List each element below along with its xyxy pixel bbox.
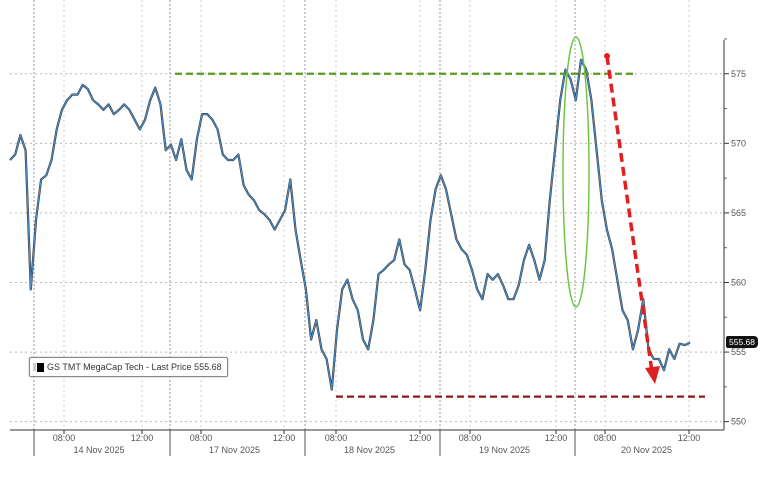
last-price-badge: 555.68 — [726, 336, 758, 348]
x-date-label: 20 Nov 2025 — [621, 445, 672, 455]
y-tick-label: 555 — [731, 347, 746, 357]
down-arrow-head — [645, 366, 660, 384]
y-tick-label: 565 — [731, 208, 746, 218]
x-tick-label: 08:00 — [459, 433, 482, 443]
legend-label: GS TMT MegaCap Tech - Last Price 555.68 — [47, 362, 222, 372]
x-date-label: 14 Nov 2025 — [73, 445, 124, 455]
x-tick-label: 12:00 — [678, 433, 701, 443]
x-tick-label: 12:00 — [131, 433, 154, 443]
y-tick-label: 560 — [731, 277, 746, 287]
annotations — [175, 36, 705, 398]
x-tick-label: 08:00 — [325, 433, 348, 443]
highlight-ellipse — [562, 36, 590, 308]
x-tick-label: 12:00 — [545, 433, 568, 443]
y-tick-label: 575 — [731, 69, 746, 79]
x-tick-label: 08:00 — [190, 433, 213, 443]
x-tick-label: 08:00 — [594, 433, 617, 443]
x-tick-label: 12:00 — [409, 433, 432, 443]
legend: GS TMT MegaCap Tech - Last Price 555.68 — [29, 357, 228, 377]
y-tick-label: 550 — [731, 417, 746, 427]
y-tick-label: 570 — [731, 138, 746, 148]
legend-swatch-light — [33, 363, 36, 371]
legend-swatch — [37, 362, 44, 372]
down-arrow-shaft — [605, 55, 654, 373]
x-tick-label: 12:00 — [273, 433, 296, 443]
x-date-label: 17 Nov 2025 — [209, 445, 260, 455]
price-line — [9, 59, 691, 391]
x-date-label: 18 Nov 2025 — [344, 445, 395, 455]
axes: 550 555 560 565 570 575 08:00 12:00 08:00 12:00 08… — [10, 38, 746, 456]
down-arrow-origin — [604, 53, 610, 59]
x-date-label: 19 Nov 2025 — [479, 445, 530, 455]
x-tick-label: 08:00 — [53, 433, 76, 443]
